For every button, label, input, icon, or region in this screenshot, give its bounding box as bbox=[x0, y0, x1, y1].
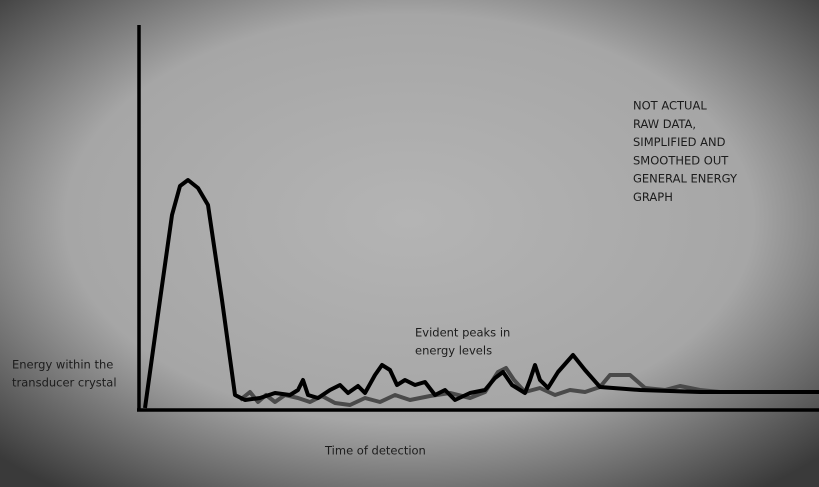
note-line: GENERAL ENERGY bbox=[633, 172, 738, 186]
y-axis-label: Energy within the bbox=[12, 358, 113, 372]
note-line: SMOOTHED OUT bbox=[633, 153, 729, 167]
note: NOT ACTUAL RAW DATA, SIMPLIFIED AND SMOOTHE… bbox=[633, 99, 738, 205]
x-axis-label: Time of detection bbox=[324, 444, 426, 458]
gray-curve bbox=[238, 366, 721, 407]
note-line: SIMPLIFIED AND bbox=[633, 135, 726, 149]
annotation: Evident peaks in bbox=[415, 326, 510, 340]
annotation: energy levels bbox=[415, 344, 492, 358]
note-line: GRAPH bbox=[633, 190, 673, 204]
black-curve bbox=[143, 178, 819, 409]
note-line: NOT ACTUAL bbox=[633, 99, 707, 113]
y-axis-label: transducer crystal bbox=[12, 376, 117, 390]
note-line: RAW DATA, bbox=[633, 117, 696, 131]
